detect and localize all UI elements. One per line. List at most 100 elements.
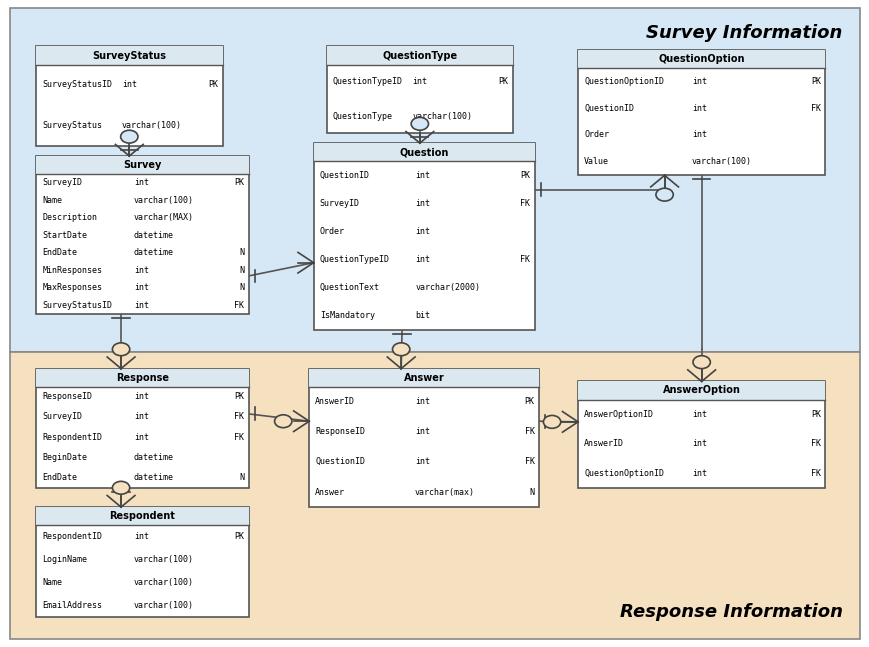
- Text: FK: FK: [234, 301, 244, 310]
- Text: int: int: [134, 532, 149, 541]
- FancyBboxPatch shape: [308, 369, 539, 507]
- FancyBboxPatch shape: [36, 47, 222, 65]
- Text: PK: PK: [810, 77, 820, 85]
- Text: FK: FK: [520, 199, 530, 208]
- Text: FK: FK: [524, 457, 534, 466]
- Circle shape: [392, 343, 409, 356]
- Text: Name: Name: [42, 196, 62, 204]
- Text: int: int: [415, 227, 430, 236]
- Circle shape: [693, 356, 709, 369]
- Text: varchar(100): varchar(100): [691, 157, 751, 166]
- Text: int: int: [691, 439, 706, 448]
- FancyBboxPatch shape: [10, 353, 859, 639]
- Text: QuestionOptionID: QuestionOptionID: [583, 468, 663, 477]
- Text: AnswerID: AnswerID: [583, 439, 623, 448]
- Text: QuestionTypeID: QuestionTypeID: [332, 77, 402, 86]
- Text: datetime: datetime: [134, 453, 174, 462]
- Text: PK: PK: [234, 392, 244, 401]
- FancyBboxPatch shape: [313, 143, 534, 330]
- Text: ResponseID: ResponseID: [315, 427, 365, 436]
- Text: int: int: [691, 104, 706, 113]
- Text: varchar(100): varchar(100): [134, 196, 194, 204]
- Text: datetime: datetime: [134, 473, 174, 482]
- Text: int: int: [122, 80, 136, 89]
- Text: N: N: [239, 473, 244, 482]
- Text: QuestionID: QuestionID: [319, 171, 369, 180]
- Text: int: int: [412, 77, 427, 86]
- Text: FK: FK: [810, 439, 820, 448]
- Text: SurveyID: SurveyID: [42, 413, 82, 421]
- Text: Order: Order: [319, 227, 344, 236]
- Text: PK: PK: [810, 410, 820, 419]
- Text: varchar(100): varchar(100): [122, 122, 182, 131]
- Text: LoginName: LoginName: [42, 555, 87, 564]
- Text: N: N: [529, 488, 534, 496]
- Text: N: N: [239, 266, 244, 274]
- Circle shape: [655, 188, 673, 201]
- Text: QuestionOptionID: QuestionOptionID: [583, 77, 663, 85]
- Circle shape: [411, 117, 428, 130]
- Circle shape: [121, 130, 138, 143]
- Text: int: int: [415, 199, 430, 208]
- Text: int: int: [691, 468, 706, 477]
- Text: RespondentID: RespondentID: [42, 433, 102, 442]
- Text: varchar(MAX): varchar(MAX): [134, 214, 194, 222]
- Text: int: int: [691, 410, 706, 419]
- Text: AnswerOption: AnswerOption: [662, 386, 740, 395]
- Text: Response: Response: [116, 373, 169, 382]
- Text: varchar(100): varchar(100): [134, 555, 194, 564]
- Text: QuestionType: QuestionType: [332, 112, 392, 121]
- Text: N: N: [239, 248, 244, 257]
- Circle shape: [112, 343, 129, 356]
- FancyBboxPatch shape: [36, 156, 249, 174]
- Text: Question: Question: [399, 147, 448, 157]
- Text: MinResponses: MinResponses: [42, 266, 102, 274]
- Text: int: int: [415, 255, 430, 264]
- Text: PK: PK: [234, 179, 244, 187]
- Text: int: int: [134, 179, 149, 187]
- Text: AnswerOptionID: AnswerOptionID: [583, 410, 653, 419]
- Text: int: int: [415, 171, 430, 180]
- Text: int: int: [415, 427, 429, 436]
- FancyBboxPatch shape: [36, 369, 249, 488]
- Text: EmailAddress: EmailAddress: [42, 600, 102, 609]
- Text: ResponseID: ResponseID: [42, 392, 92, 401]
- Text: int: int: [415, 397, 429, 406]
- FancyBboxPatch shape: [326, 47, 513, 133]
- Text: EndDate: EndDate: [42, 248, 77, 257]
- Text: MaxResponses: MaxResponses: [42, 283, 102, 292]
- FancyBboxPatch shape: [577, 50, 825, 175]
- Text: int: int: [691, 131, 706, 140]
- Text: FK: FK: [524, 427, 534, 436]
- FancyBboxPatch shape: [577, 382, 825, 488]
- Text: int: int: [134, 301, 149, 310]
- Text: QuestionType: QuestionType: [381, 50, 457, 61]
- Text: varchar(100): varchar(100): [412, 112, 472, 121]
- Text: Answer: Answer: [315, 488, 345, 496]
- Circle shape: [112, 481, 129, 494]
- Text: N: N: [239, 283, 244, 292]
- Text: varchar(100): varchar(100): [134, 578, 194, 587]
- Text: FK: FK: [810, 468, 820, 477]
- FancyBboxPatch shape: [36, 369, 249, 387]
- Text: int: int: [134, 266, 149, 274]
- Text: Response Information: Response Information: [619, 603, 841, 621]
- Text: int: int: [134, 413, 149, 421]
- Text: varchar(2000): varchar(2000): [415, 283, 480, 292]
- Text: SurveyStatusID: SurveyStatusID: [42, 301, 112, 310]
- Text: FK: FK: [810, 104, 820, 113]
- FancyBboxPatch shape: [36, 507, 249, 525]
- FancyBboxPatch shape: [36, 156, 249, 314]
- Text: IsMandatory: IsMandatory: [319, 311, 375, 320]
- Text: SurveyStatus: SurveyStatus: [92, 50, 166, 61]
- FancyBboxPatch shape: [313, 143, 534, 161]
- Text: Respondent: Respondent: [109, 511, 175, 521]
- Text: PK: PK: [498, 77, 508, 86]
- Text: StartDate: StartDate: [42, 231, 87, 239]
- Text: Name: Name: [42, 578, 62, 587]
- Text: SurveyID: SurveyID: [319, 199, 359, 208]
- Text: int: int: [134, 433, 149, 442]
- Text: Survey: Survey: [123, 160, 162, 170]
- FancyBboxPatch shape: [577, 50, 825, 68]
- Text: bit: bit: [415, 311, 430, 320]
